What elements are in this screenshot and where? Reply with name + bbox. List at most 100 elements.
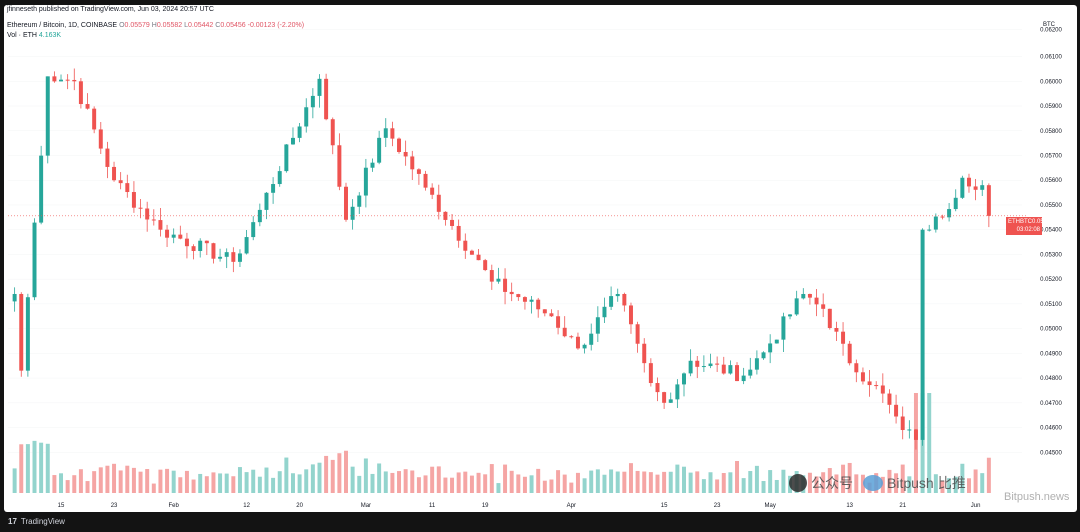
volume-bar xyxy=(264,467,269,493)
volume-bar xyxy=(476,472,481,493)
publisher-line: jfinneseth published on TradingView.com,… xyxy=(7,6,214,13)
candle-body xyxy=(834,327,839,332)
chart-canvas[interactable]: 0.06200 0.06100 0.06000 0.05900 0.05800 0.057… xyxy=(4,5,1077,512)
candle-body xyxy=(304,107,309,127)
volume-bar xyxy=(635,470,640,493)
volume-bar xyxy=(522,476,527,493)
volume-bar xyxy=(973,469,978,493)
volume-bar xyxy=(489,464,494,493)
volume-bar xyxy=(330,459,335,493)
volume-label[interactable]: Vol · ETH xyxy=(7,32,37,39)
price-tick-label: 0.04600 xyxy=(1040,426,1062,432)
volume-bar xyxy=(310,464,315,493)
volume-bar xyxy=(761,481,766,493)
volume-bar xyxy=(78,469,83,493)
volume-bar xyxy=(695,471,700,493)
time-tick-label: 23 xyxy=(111,503,118,509)
high-value: 0.05582 xyxy=(156,22,183,29)
volume-bar xyxy=(715,479,720,493)
symbol-legend: Ethereum / Bitcoin, 1D, COINBASE O0.0557… xyxy=(7,22,304,29)
volume-bar xyxy=(112,463,117,493)
volume-bar xyxy=(430,466,435,493)
candle-body xyxy=(609,296,614,307)
volume-bar xyxy=(443,477,448,493)
volume-bar xyxy=(131,467,136,493)
volume-bar xyxy=(834,474,839,493)
watermark: 公众号 Bitpush 比推 xyxy=(789,473,966,493)
candle-body xyxy=(489,270,494,282)
candle-body xyxy=(695,360,700,367)
volume-bar xyxy=(774,479,779,493)
candle-body xyxy=(628,305,633,325)
candle-body xyxy=(907,429,912,431)
volume-bar xyxy=(98,467,103,493)
candle-body xyxy=(761,352,766,359)
tradingview-logo[interactable]: 17 TradingView xyxy=(8,517,65,526)
candle-body xyxy=(184,238,189,247)
volume-bar xyxy=(628,463,633,493)
volume-bar xyxy=(721,473,726,493)
candle-body xyxy=(324,78,329,120)
volume-bar xyxy=(383,471,388,493)
candle-body xyxy=(801,293,806,299)
volume-bar xyxy=(85,481,90,493)
candle-body xyxy=(841,331,846,344)
volume-bar xyxy=(754,465,759,493)
candle-body xyxy=(575,336,580,349)
volume-bar xyxy=(529,475,534,493)
close-value: 0.05456 xyxy=(220,22,246,29)
volume-legend: Vol · ETH 4.163K xyxy=(7,32,61,39)
volume-bar xyxy=(277,471,282,493)
candle-body xyxy=(589,333,594,345)
volume-bar xyxy=(350,466,355,493)
candle-body xyxy=(138,207,143,209)
candle-body xyxy=(78,81,83,105)
volume-bar xyxy=(748,471,753,493)
candle-body xyxy=(416,169,421,174)
time-tick-label: 12 xyxy=(243,503,250,509)
volume-bar xyxy=(542,480,547,493)
candle-body xyxy=(125,183,130,193)
candle-body xyxy=(410,156,415,170)
candle-body xyxy=(754,358,759,370)
candle-body xyxy=(330,119,335,146)
volume-bar xyxy=(602,474,607,493)
tradingview-brand: TradingView xyxy=(20,517,65,526)
candle-body xyxy=(237,253,242,262)
volume-bar xyxy=(781,469,786,493)
price-tick-label: 0.04900 xyxy=(1040,351,1062,357)
candle-body xyxy=(264,192,269,210)
candle-body xyxy=(85,104,90,109)
volume-bar xyxy=(257,476,262,493)
candle-body xyxy=(900,416,905,431)
candle-body xyxy=(542,309,547,314)
candle-body xyxy=(913,429,918,440)
volume-bar xyxy=(416,477,421,493)
candle-body xyxy=(390,128,395,139)
candle-body xyxy=(271,184,276,193)
symbol-name[interactable]: Ethereum / Bitcoin, 1D, COINBASE xyxy=(7,22,118,29)
candle-body xyxy=(105,148,110,167)
candle-body xyxy=(675,384,680,400)
volume-bar xyxy=(953,476,958,493)
candle-body xyxy=(788,314,793,317)
candle-body xyxy=(350,206,355,220)
volume-bar xyxy=(145,469,150,493)
volume-bar xyxy=(290,473,295,493)
candle-body xyxy=(814,297,819,305)
candle-body xyxy=(615,293,620,297)
volume-bar xyxy=(304,469,309,493)
candle-body xyxy=(894,404,899,417)
grid-layer xyxy=(8,29,1022,453)
volume-bar xyxy=(251,469,256,493)
last-price-tag: ETHBTC 0.05456 03:02:08 xyxy=(1006,217,1054,235)
chart-panel: 0.06200 0.06100 0.06000 0.05900 0.05800 0.057… xyxy=(4,5,1077,512)
volume-bar xyxy=(244,472,249,493)
volume-bar xyxy=(827,468,832,493)
candle-body xyxy=(32,222,37,298)
volume-bar xyxy=(436,466,441,493)
volume-bar xyxy=(165,468,170,493)
time-tick-label: Jun xyxy=(971,503,981,509)
candle-body xyxy=(662,392,667,403)
